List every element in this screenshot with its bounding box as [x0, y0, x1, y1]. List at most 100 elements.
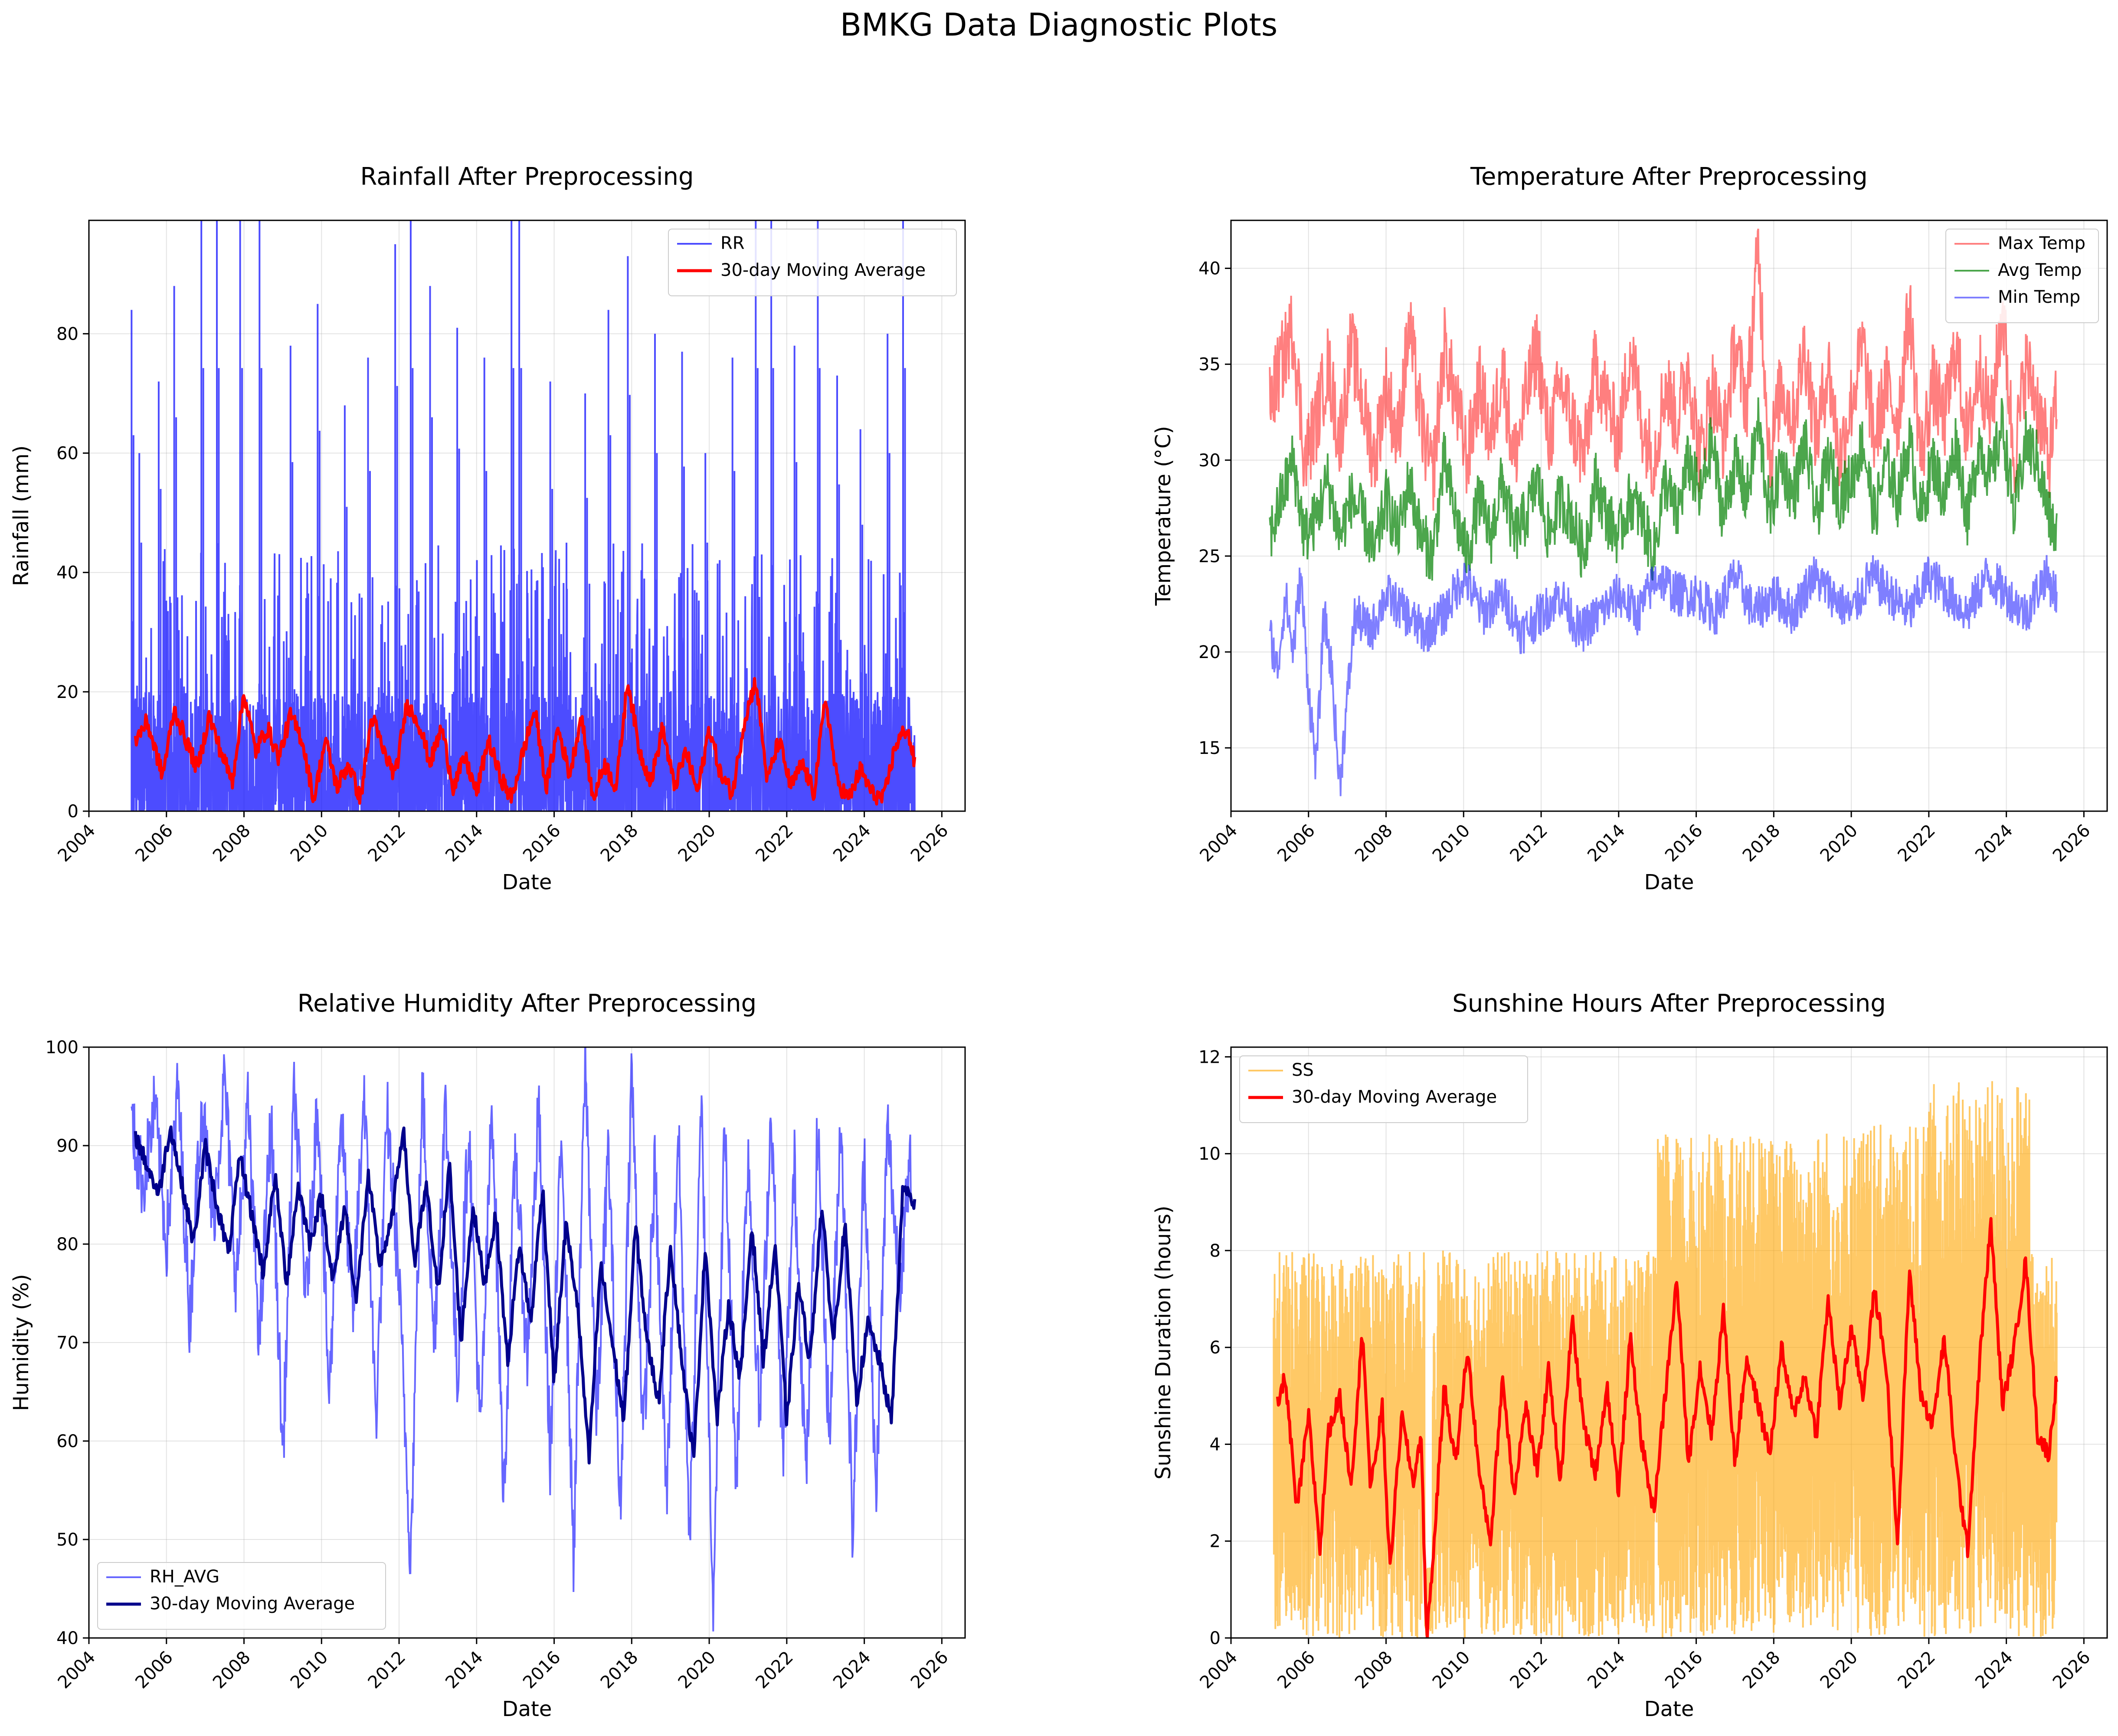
y-tick-label: 15	[1198, 738, 1221, 758]
panel-title: Sunshine Hours After Preprocessing	[1452, 989, 1886, 1018]
legend-entry: 30-day Moving Average	[1292, 1087, 1497, 1107]
rainfall-panel: 2004 2006 2008 2010 2012 2014 2016 2018 2020 2022…	[9, 163, 966, 894]
series-moving-average	[134, 1125, 917, 1465]
y-tick-label: 2	[1210, 1532, 1221, 1552]
legend-entry: SS	[1292, 1060, 1314, 1080]
plot-frame	[88, 219, 966, 812]
sunshine-panel: 2004 2006 2008 2010 2012 2014 2016 2018 2020 2022…	[1151, 989, 2108, 1721]
x-tick-label: 2014	[1584, 821, 1629, 866]
x-tick-label: 2012	[364, 1648, 410, 1693]
y-tick-label: 60	[56, 1431, 79, 1451]
x-tick-label: 2008	[209, 1648, 255, 1693]
x-tick-label: 2018	[1739, 821, 1784, 866]
series-rr	[131, 220, 916, 811]
x-tick-label: 2006	[1273, 821, 1319, 866]
x-tick-label: 2018	[597, 1648, 642, 1693]
y-tick-label: 0	[1210, 1628, 1221, 1648]
x-tick-label: 2010	[1429, 1648, 1474, 1693]
x-axis-label: Date	[502, 1697, 552, 1721]
x-tick-label: 2026	[907, 1648, 953, 1693]
humidity-panel: 2004 2006 2008 2010 2012 2014 2016 2018 2020 2022…	[9, 989, 966, 1721]
legend-entry: 30-day Moving Average	[720, 260, 926, 280]
y-tick-label: 70	[56, 1333, 79, 1353]
y-tick-label: 6	[1210, 1338, 1221, 1358]
x-axis-label: Date	[1644, 870, 1694, 894]
panel-title: Relative Humidity After Preprocessing	[298, 989, 756, 1018]
x-tick-label: 2024	[1971, 821, 2017, 866]
x-tick-label: 2016	[519, 1648, 565, 1693]
x-tick-label: 2016	[1661, 1648, 1707, 1693]
legend-entry: 30-day Moving Average	[150, 1594, 355, 1614]
x-tick-label: 2020	[674, 821, 720, 866]
series-2	[1269, 555, 2058, 796]
x-tick-label: 2024	[829, 1648, 875, 1693]
legend: Max Temp Avg Temp Min Temp	[1945, 229, 2099, 323]
x-tick-label: 2014	[442, 1648, 487, 1693]
y-tick-label: 0	[68, 802, 79, 822]
x-tick-label: 2020	[1817, 821, 1862, 866]
plot-frame	[1230, 219, 2108, 812]
y-tick-label: 35	[1198, 355, 1221, 375]
legend-entry: RH_AVG	[150, 1567, 219, 1587]
legend-entry: RR	[720, 233, 745, 253]
x-tick-label: 2022	[1894, 1648, 1939, 1693]
x-tick-label: 2014	[1584, 1648, 1629, 1693]
y-tick-label: 40	[56, 563, 79, 583]
figure-title: BMKG Data Diagnostic Plots	[840, 7, 1278, 43]
x-tick-label: 2008	[209, 821, 255, 866]
legend: RH_AVG 30-day Moving Average	[97, 1562, 386, 1630]
y-tick-label: 12	[1198, 1047, 1221, 1067]
series-1	[1269, 397, 2058, 581]
temperature-panel: 2004 2006 2008 2010 2012 2014 2016 2018 2020 2022…	[1151, 163, 2108, 894]
x-tick-label: 2016	[519, 821, 565, 866]
y-tick-label: 40	[1198, 259, 1221, 279]
x-tick-label: 2004	[1196, 821, 1242, 866]
y-tick-label: 60	[56, 444, 79, 464]
y-tick-label: 20	[1198, 642, 1221, 662]
legend: SS 30-day Moving Average	[1239, 1055, 1528, 1123]
series-ss	[1273, 1081, 2058, 1638]
x-tick-label: 2010	[287, 1648, 332, 1693]
y-axis-label: Humidity (%)	[9, 1274, 33, 1411]
x-tick-label: 2004	[54, 1648, 100, 1693]
x-tick-label: 2026	[2049, 1648, 2095, 1693]
y-tick-label: 40	[56, 1628, 79, 1648]
x-tick-label: 2010	[1429, 821, 1474, 866]
y-axis-label: Rainfall (mm)	[9, 445, 33, 586]
x-tick-label: 2026	[2049, 821, 2095, 866]
x-tick-label: 2006	[131, 821, 177, 866]
legend-entry: Min Temp	[1998, 287, 2080, 307]
legend-entry: Avg Temp	[1998, 260, 2082, 280]
y-axis-label: Sunshine Duration (hours)	[1151, 1205, 1175, 1479]
series-moving-average	[134, 677, 917, 806]
x-tick-label: 2012	[1506, 1648, 1552, 1693]
x-tick-label: 2016	[1661, 821, 1707, 866]
y-axis-label: Temperature (°C)	[1151, 426, 1175, 606]
x-tick-label: 2008	[1351, 1648, 1397, 1693]
y-tick-label: 10	[1198, 1144, 1221, 1164]
legend: RR 30-day Moving Average	[668, 229, 957, 296]
series-0	[131, 1047, 912, 1632]
y-tick-label: 30	[1198, 451, 1221, 471]
series-moving-average	[1276, 1217, 2059, 1638]
panel-title: Temperature After Preprocessing	[1470, 163, 1868, 191]
x-tick-label: 2012	[1506, 821, 1552, 866]
x-tick-label: 2024	[1971, 1648, 2017, 1693]
x-axis-label: Date	[502, 870, 552, 894]
x-tick-label: 2004	[1196, 1648, 1242, 1693]
y-tick-label: 90	[56, 1136, 79, 1156]
x-tick-label: 2024	[829, 821, 875, 866]
legend-entry: Max Temp	[1998, 233, 2085, 253]
x-tick-label: 2018	[1739, 1648, 1784, 1693]
x-tick-label: 2026	[907, 821, 953, 866]
y-tick-label: 80	[56, 1235, 79, 1255]
x-tick-label: 2020	[674, 1648, 720, 1693]
x-tick-label: 2022	[752, 821, 797, 866]
x-tick-label: 2014	[442, 821, 487, 866]
y-tick-label: 20	[56, 682, 79, 702]
plot-frame	[1230, 1046, 2108, 1639]
y-tick-label: 4	[1210, 1435, 1221, 1454]
x-tick-label: 2012	[364, 821, 410, 866]
y-tick-label: 8	[1210, 1241, 1221, 1261]
